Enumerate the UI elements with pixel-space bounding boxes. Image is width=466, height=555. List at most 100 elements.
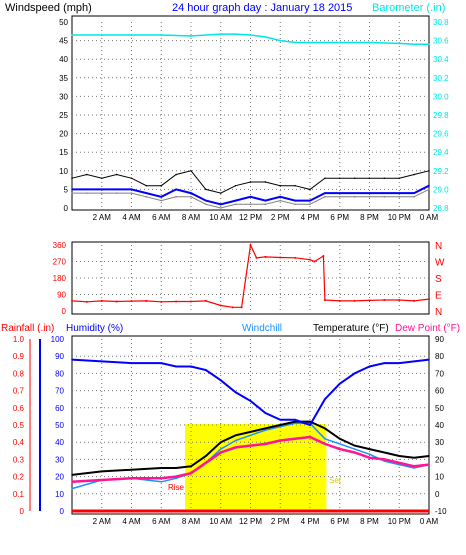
- humidity-line-point: [383, 362, 386, 364]
- wind-average-line-point: [309, 199, 311, 202]
- windchill-line-point: [353, 448, 356, 450]
- humidity-line-point: [368, 365, 371, 368]
- x-tick-label: 2 PM: [271, 213, 290, 222]
- barometer-line-point: [219, 33, 222, 35]
- wind-average-line-point: [264, 199, 267, 202]
- dewpoint-line-point: [324, 443, 326, 445]
- humidity-line-point: [413, 360, 415, 363]
- wind-direction-point: [322, 255, 325, 257]
- wind-gust-line-point: [71, 177, 73, 180]
- wind-panel: [71, 15, 430, 211]
- sunrise-label: Rise: [168, 483, 185, 492]
- wind-y-tick: 30: [59, 92, 68, 101]
- barometer-y-tick: 30.2: [433, 74, 449, 83]
- wind-low-line-point: [249, 203, 252, 206]
- dewpoint-line-point: [190, 472, 192, 474]
- humidity-line-point: [160, 362, 163, 364]
- windchill-line-point: [160, 480, 163, 483]
- temperature-line-point: [368, 448, 371, 450]
- wind-low-line-point: [309, 203, 311, 206]
- humidity-line-point: [264, 412, 267, 414]
- barometer-y-tick: 29.4: [433, 148, 449, 157]
- wind-y-tick: 5: [64, 185, 69, 194]
- rain-y-tick: 1.0: [13, 335, 25, 344]
- barometer-y-tick: 29.8: [433, 111, 449, 120]
- dewpoint-line-point: [264, 443, 267, 445]
- compass-label: E: [435, 291, 442, 302]
- barometer-y-tick: 29.2: [433, 167, 449, 176]
- barometer-line-point: [249, 34, 252, 36]
- wind-y-tick: 15: [59, 148, 68, 157]
- dewpoint-line-point: [428, 463, 430, 466]
- humidity-line-point: [175, 365, 177, 368]
- windchill-line-point: [234, 439, 237, 442]
- wind-low-line-point: [353, 196, 356, 198]
- windchill-line-point: [71, 487, 73, 490]
- wind-low-line-point: [100, 192, 103, 194]
- humidity-line-point: [309, 424, 311, 426]
- temperature-line-point: [324, 427, 326, 430]
- dewpoint-line: [71, 435, 430, 484]
- wind-y-tick: 35: [59, 74, 68, 83]
- barometer-line-point: [279, 39, 282, 42]
- temperature-line-point: [398, 455, 401, 457]
- wind-gust-line-point: [383, 177, 386, 180]
- barometer-line-point: [428, 43, 430, 46]
- wind-average-line-point: [130, 188, 133, 191]
- dewpoint-line-point: [249, 444, 252, 447]
- dewpoint-line-point: [279, 439, 282, 442]
- wind-gust-line-point: [428, 170, 430, 172]
- barometer-line-point: [71, 34, 73, 36]
- dewpoint-line-point: [413, 465, 415, 468]
- direction-y-tick: 0: [62, 307, 67, 316]
- wind-average-line-point: [368, 192, 371, 194]
- wind-average-line-point: [71, 188, 73, 191]
- wind-gust-line-point: [130, 177, 133, 180]
- wind-average-line-point: [145, 192, 148, 194]
- wind-y-tick: 40: [59, 55, 68, 64]
- temperature-line-point: [353, 444, 356, 447]
- rain-y-tick: 0.5: [13, 421, 25, 430]
- dewpoint-line-point: [353, 451, 356, 454]
- humidity-line-point: [71, 358, 73, 361]
- rain-y-tick: 0.4: [13, 438, 25, 447]
- wind-y-tick: 45: [59, 37, 68, 46]
- wind-low-line-point: [130, 192, 133, 194]
- temperature-line-point: [190, 465, 192, 468]
- humidity-line-point: [130, 362, 133, 364]
- barometer-line-point: [398, 42, 401, 45]
- wind-direction-point: [240, 306, 243, 309]
- temperature-y-tick: 90: [435, 335, 444, 344]
- rainfall-label: Rainfall (.in): [1, 323, 54, 334]
- windchill-line-point: [294, 422, 296, 425]
- temperature-line-point: [279, 424, 282, 426]
- humidity-line-point: [219, 379, 222, 382]
- wind-average-line-point: [219, 203, 222, 206]
- wind-low-line-point: [234, 203, 237, 206]
- wind-y-tick: 25: [59, 111, 68, 120]
- wind-gust-line-point: [145, 184, 148, 187]
- dewpoint-line-point: [71, 480, 73, 483]
- wind-gust-line-point: [205, 188, 207, 191]
- barometer-line-point: [190, 35, 192, 37]
- dewpoint-line-point: [219, 451, 222, 454]
- temperature-y-tick: 0: [435, 490, 440, 499]
- barometer-y-tick: 28.8: [433, 204, 449, 213]
- wind-low-line-point: [279, 199, 282, 202]
- barometer-y-tick: 29.6: [433, 130, 449, 139]
- wind-direction-point: [338, 299, 341, 302]
- rainfall-line-point: [428, 510, 430, 512]
- wind-y-tick: 50: [59, 18, 68, 27]
- wind-gust-line-point: [100, 177, 103, 180]
- temperature-line-point: [130, 468, 133, 471]
- temperature-line-point: [160, 467, 163, 469]
- barometer-y-tick: 30.4: [433, 55, 449, 64]
- wind-average-line-point: [398, 192, 401, 194]
- axis-ticks: 2 AM 2 AM 4 AM 4 AM 6 AM 6 AM 8 AM 8 AM 10 AM 10 …: [13, 18, 449, 526]
- wind-average-line-point: [383, 192, 386, 194]
- windchill-line-point: [249, 434, 252, 437]
- wind-direction-point: [428, 298, 430, 301]
- wind-average-line-point: [115, 188, 118, 191]
- temperature-line-point: [219, 441, 222, 444]
- barometer-line-point: [413, 43, 415, 46]
